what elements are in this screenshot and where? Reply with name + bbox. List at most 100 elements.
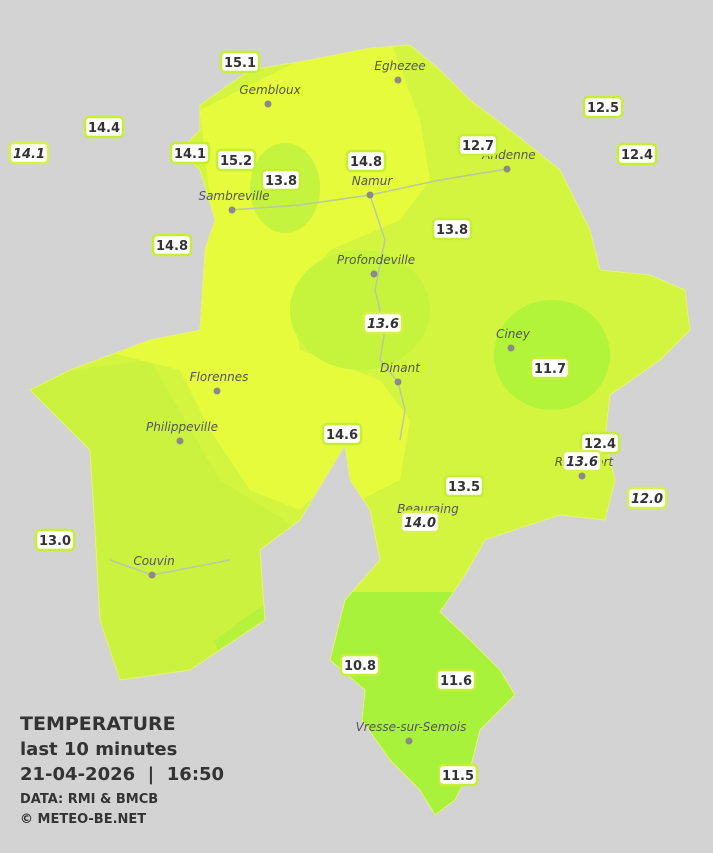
station-value: 13.0 — [39, 534, 71, 549]
city-dot — [394, 76, 402, 84]
city-name: Namur — [352, 174, 394, 188]
station-value: 13.6 — [566, 455, 598, 470]
station-value: 14.8 — [350, 155, 382, 170]
station-box — [215, 148, 257, 172]
station: 11.5 — [437, 763, 479, 787]
station: 14.1 — [169, 141, 211, 165]
station-value: 15.2 — [220, 154, 252, 169]
legend-datetime: 21-04-2026 | 16:50 — [20, 764, 224, 785]
city-name: Ciney — [496, 327, 531, 341]
station: 12.0 — [626, 486, 668, 510]
station: 12.5 — [582, 95, 624, 119]
station: 10.8 — [339, 653, 381, 677]
station-box — [457, 133, 499, 157]
station: 11.7 — [529, 356, 571, 380]
station-box — [431, 217, 473, 241]
station-value: 14.1 — [13, 147, 45, 162]
station: 15.2 — [215, 148, 257, 172]
city-name: Gembloux — [239, 83, 301, 97]
legend-title: TEMPERATURE — [20, 713, 176, 735]
city-dot — [370, 270, 378, 278]
station-value: 11.5 — [442, 769, 474, 784]
station-box — [8, 141, 50, 165]
station-box — [435, 668, 477, 692]
city-dot — [503, 165, 511, 173]
city-name: Dinant — [380, 361, 421, 375]
station: 13.0 — [34, 528, 76, 552]
city-dot — [394, 378, 402, 386]
station-value: 13.8 — [265, 174, 297, 189]
city-dot — [405, 737, 413, 745]
city-dot — [213, 387, 221, 395]
city-dot — [507, 344, 515, 352]
cities: EghezeeGemblouxAndenneNamurSambrevillePr… — [133, 59, 615, 745]
city-name: Florennes — [190, 370, 249, 384]
city-name: Profondeville — [337, 253, 415, 267]
station-value: 14.1 — [174, 147, 206, 162]
city-dot — [264, 100, 272, 108]
city-name: Couvin — [133, 554, 174, 568]
station-value: 13.8 — [436, 223, 468, 238]
zone — [494, 300, 610, 410]
city-dot — [176, 437, 184, 445]
station-value: 14.6 — [326, 428, 358, 443]
city-name: Vresse-sur-Semois — [356, 720, 467, 734]
legend-copyright: © METEO-BE.NET — [20, 812, 146, 827]
station: 11.6 — [435, 668, 477, 692]
legend-subtitle: last 10 minutes — [20, 739, 177, 760]
station-value: 12.5 — [587, 101, 619, 116]
city-dot — [228, 206, 236, 214]
station-box — [626, 486, 668, 510]
station: 13.6 — [561, 449, 603, 473]
station: 14.6 — [321, 422, 363, 446]
zone — [290, 250, 430, 370]
city-name: Eghezee — [374, 59, 425, 73]
station-value: 12.0 — [631, 492, 663, 507]
station-value: 12.4 — [584, 437, 616, 452]
station-value: 14.4 — [88, 121, 120, 136]
station-box — [399, 510, 441, 534]
station-value: 11.7 — [534, 362, 566, 377]
station: 12.4 — [616, 142, 658, 166]
station: 15.1 — [219, 50, 261, 74]
city-name: Sambreville — [198, 189, 269, 203]
station: 13.6 — [362, 311, 404, 335]
station-box — [169, 141, 211, 165]
station-box — [321, 422, 363, 446]
city-dot — [366, 191, 374, 199]
station-box — [529, 356, 571, 380]
station-value: 14.0 — [404, 516, 436, 531]
station: 13.8 — [260, 168, 302, 192]
station-value: 10.8 — [344, 659, 376, 674]
legend-source: DATA: RMI & BMCB — [20, 792, 158, 807]
station-box — [582, 95, 624, 119]
station-value: 12.4 — [621, 148, 653, 163]
station-value: 11.6 — [440, 674, 472, 689]
station-box — [219, 50, 261, 74]
station: 14.8 — [151, 233, 193, 257]
station-value: 14.8 — [156, 239, 188, 254]
zone — [80, 45, 430, 510]
city-name: Philippeville — [146, 420, 218, 434]
station-box — [362, 311, 404, 335]
city-dot — [578, 472, 586, 480]
station-value: 12.7 — [462, 139, 494, 154]
city-dot — [148, 571, 156, 579]
station-value: 13.5 — [448, 480, 480, 495]
station-box — [34, 528, 76, 552]
station-box — [616, 142, 658, 166]
station: 13.5 — [443, 474, 485, 498]
station-value: 13.6 — [367, 317, 399, 332]
station-box — [151, 233, 193, 257]
station-box — [443, 474, 485, 498]
station: 14.8 — [345, 149, 387, 173]
station-box — [561, 449, 603, 473]
station-box — [260, 168, 302, 192]
station-box — [437, 763, 479, 787]
stations: 15.1 14.4 14.1 14.1 15.2 13.8 14.8 12.7 12.5 12.4… — [8, 50, 668, 787]
station-box — [339, 653, 381, 677]
station-box — [83, 115, 125, 139]
station: 14.0 — [399, 510, 441, 534]
